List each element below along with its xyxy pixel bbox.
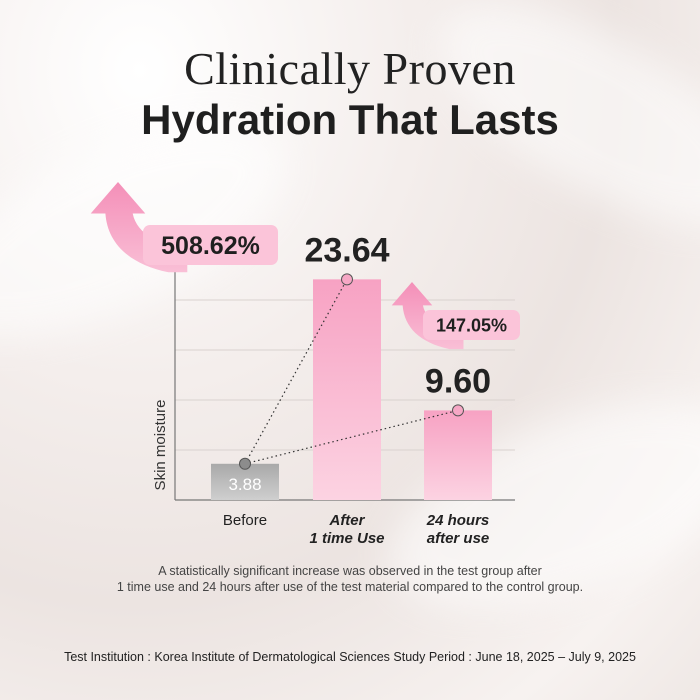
increase-badge-after: 508.62% xyxy=(143,225,278,265)
category-label-1: 1 time Use xyxy=(309,530,384,547)
value-label-after: 23.64 xyxy=(304,231,389,269)
badge-background xyxy=(143,225,278,265)
title-line-1: Clinically Proven xyxy=(184,43,516,94)
category-label-2: 24 hours xyxy=(426,512,490,529)
value-label-24h: 9.60 xyxy=(425,362,491,400)
bar-1 xyxy=(313,279,381,500)
data-point xyxy=(239,457,251,470)
bar-2 xyxy=(424,410,492,500)
study-footnote: A statistically significant increase was… xyxy=(0,563,700,595)
y-axis-label: Skin moisture xyxy=(152,400,169,491)
badge-label: 508.62% xyxy=(161,232,260,260)
footnote-line-1: A statistically significant increase was… xyxy=(158,564,542,578)
increase-connector xyxy=(244,409,459,465)
data-point xyxy=(452,404,464,417)
badge-background xyxy=(423,310,520,340)
bar-0 xyxy=(211,463,279,500)
increase-connector xyxy=(244,279,348,465)
title-line-2: Hydration That Lasts xyxy=(141,96,559,143)
badge-label: 147.05% xyxy=(436,315,507,335)
value-label-before: 3.88 xyxy=(228,475,261,494)
category-label-2: after use xyxy=(427,530,490,547)
data-point xyxy=(341,273,353,286)
footnote-line-2: 1 time use and 24 hours after use of the… xyxy=(116,580,584,594)
test-institution: Test Institution : Korea Institute of De… xyxy=(64,650,636,664)
category-label-0: Before xyxy=(223,512,267,529)
category-label-1: After xyxy=(328,512,365,529)
increase-badge-24h: 147.05% xyxy=(423,310,520,340)
